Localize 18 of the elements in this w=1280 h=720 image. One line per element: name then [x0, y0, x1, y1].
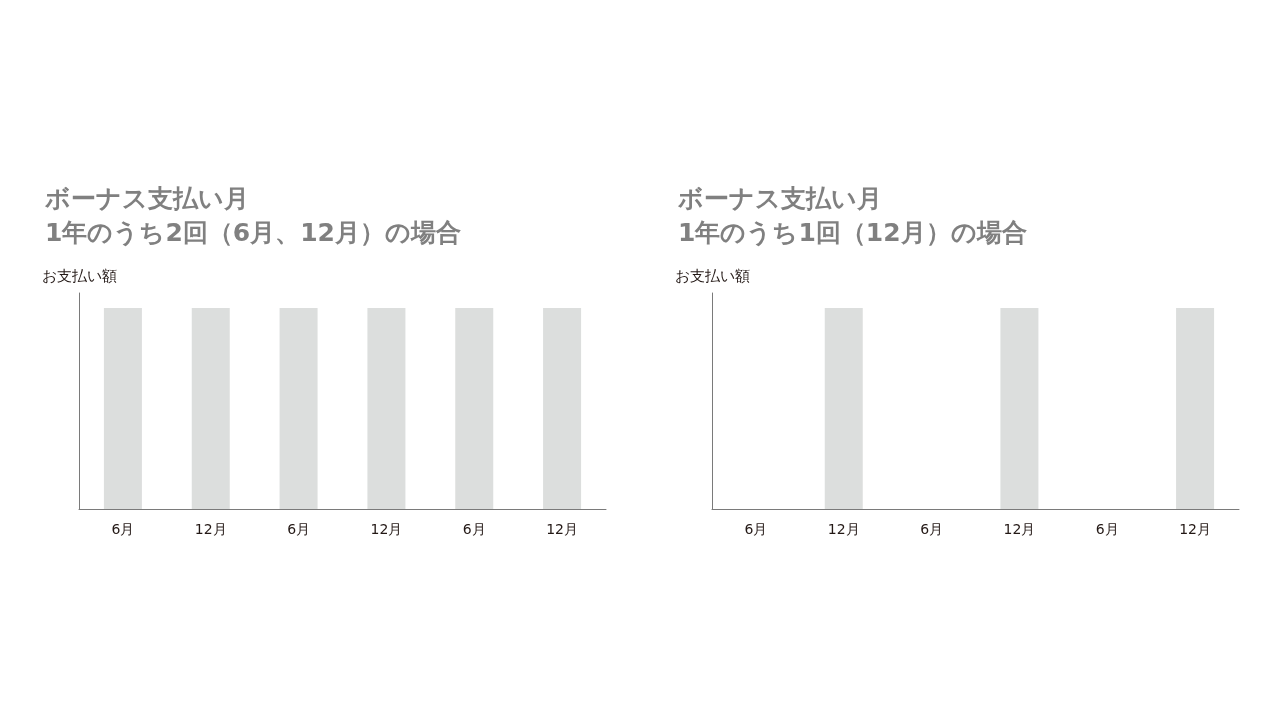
x-tick-label: 6月 [111, 521, 135, 537]
chart-subtitle: 1年のうち1回（12月）の場合 [678, 218, 1027, 247]
x-tick-label: 6月 [920, 521, 944, 537]
y-axis-title: お支払い額 [674, 266, 750, 285]
x-tick-label: 6月 [462, 521, 486, 537]
x-tick-label: 12月 [1179, 521, 1211, 537]
x-tick-label: 6月 [1095, 521, 1119, 537]
chart-title: ボーナス支払い月 [44, 184, 249, 213]
chart-title: ボーナス支払い月 [677, 184, 882, 213]
chart-subtitle: 1年のうち2回（6月、12月）の場合 [45, 218, 461, 247]
x-tick-label: 6月 [287, 521, 311, 537]
x-tick-label: 12月 [827, 521, 860, 537]
x-tick-label: 12月 [194, 521, 227, 537]
x-tick-label: 12月 [370, 521, 403, 537]
x-tick-label: 6月 [744, 521, 768, 537]
x-tick-label: 12月 [1003, 521, 1036, 537]
x-tick-label: 12月 [546, 521, 578, 537]
y-axis-title: お支払い額 [41, 266, 117, 285]
